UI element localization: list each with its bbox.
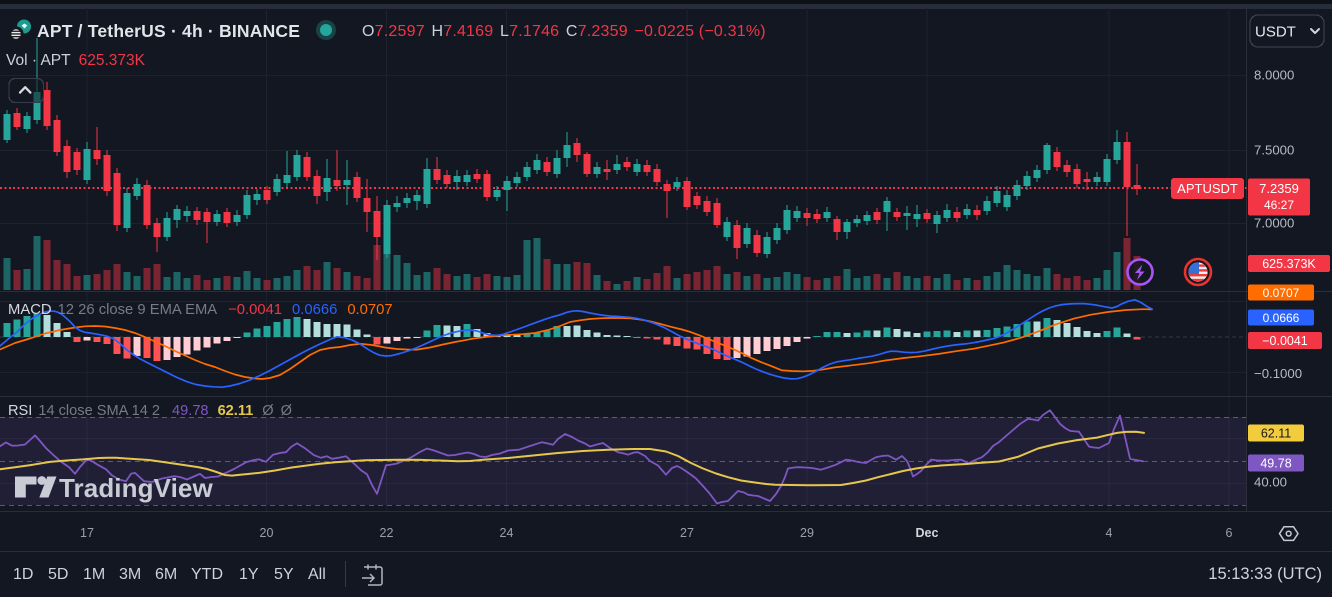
svg-text:7.2359: 7.2359: [1259, 181, 1299, 196]
svg-text:27: 27: [680, 526, 694, 540]
svg-text:1D: 1D: [13, 566, 33, 583]
svg-text:All: All: [308, 566, 326, 583]
svg-text:6: 6: [1226, 526, 1233, 540]
svg-text:0.0707: 0.0707: [1263, 286, 1300, 300]
svg-text:17: 17: [80, 526, 94, 540]
svg-text:APTUSDT: APTUSDT: [1177, 181, 1238, 196]
svg-text:62.11: 62.11: [1261, 426, 1291, 440]
svg-text:USDT: USDT: [1255, 24, 1296, 41]
svg-text:TradingView: TradingView: [59, 473, 213, 503]
svg-text:−0.0041: −0.0041: [1262, 334, 1308, 348]
svg-text:49.78: 49.78: [1260, 456, 1291, 470]
svg-text:22: 22: [380, 526, 394, 540]
svg-text:15:13:33 (UTC): 15:13:33 (UTC): [1208, 565, 1322, 583]
svg-text:24: 24: [500, 526, 514, 540]
svg-text:7.0000: 7.0000: [1254, 216, 1294, 231]
svg-text:−0.1000: −0.1000: [1254, 366, 1302, 381]
svg-text:0.0666: 0.0666: [1263, 311, 1300, 325]
svg-text:5Y: 5Y: [274, 566, 294, 583]
svg-text:20: 20: [260, 526, 274, 540]
svg-text:6M: 6M: [155, 566, 177, 583]
svg-text:625.373K: 625.373K: [1262, 257, 1316, 271]
svg-text:YTD: YTD: [191, 566, 223, 583]
svg-text:5D: 5D: [48, 566, 68, 583]
svg-text:Vol · APT 625.373K: Vol · APT 625.373K: [6, 52, 146, 69]
svg-text:7.5000: 7.5000: [1254, 143, 1294, 158]
svg-text:4: 4: [1106, 526, 1113, 540]
svg-text:8.0000: 8.0000: [1254, 68, 1294, 83]
svg-text:3M: 3M: [119, 566, 141, 583]
svg-text:40.00: 40.00: [1254, 475, 1287, 490]
svg-text:29: 29: [800, 526, 814, 540]
svg-text:Dec: Dec: [916, 526, 939, 540]
svg-text:O7.2597 H7.4169 L7.1746 C7.235: O7.2597 H7.4169 L7.1746 C7.2359 −0.0225 …: [362, 23, 766, 40]
svg-text:1Y: 1Y: [239, 566, 259, 583]
svg-text:46:27: 46:27: [1264, 198, 1294, 212]
svg-text:APT / TetherUS · 4h · BINANCE: APT / TetherUS · 4h · BINANCE: [37, 21, 300, 41]
svg-text:1M: 1M: [83, 566, 105, 583]
